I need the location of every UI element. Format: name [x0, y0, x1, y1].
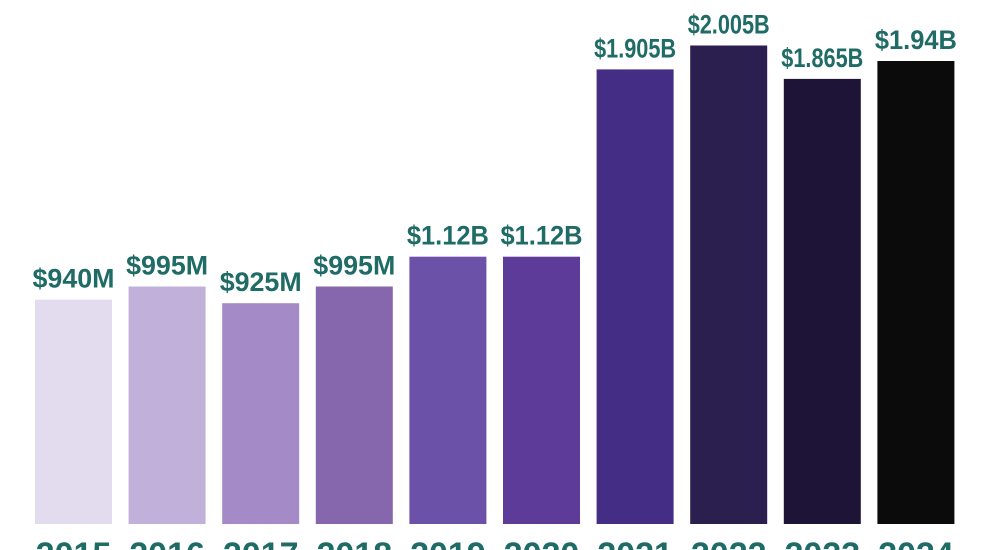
bar-2020 — [503, 256, 580, 524]
bars-layer — [35, 45, 955, 525]
year-label-2017: 2017 — [223, 536, 299, 550]
bar-2019 — [409, 256, 487, 524]
bar-2017 — [222, 303, 300, 524]
year-label-2022: 2022 — [691, 536, 767, 550]
year-label-2016: 2016 — [129, 536, 205, 550]
bar-2024 — [877, 61, 955, 524]
value-label-2021: $1.905B — [594, 33, 676, 63]
value-label-2024: $1.94B — [875, 25, 957, 55]
value-label-2016: $995M — [126, 251, 208, 281]
year-label-2024: 2024 — [878, 536, 954, 550]
year-label-2021: 2021 — [597, 536, 673, 550]
bar-2023 — [783, 78, 861, 525]
bar-2022 — [690, 45, 768, 524]
value-labels-layer: $940M $995M $925M $995M $1.12B $1.12B $1.905B $… — [33, 10, 957, 298]
year-label-2019: 2019 — [410, 536, 486, 550]
value-label-2017: $925M — [220, 267, 302, 297]
year-label-2015: 2015 — [36, 536, 112, 550]
value-label-2019: $1.12B — [407, 221, 489, 251]
bar-2015 — [35, 299, 112, 524]
year-label-2018: 2018 — [316, 536, 392, 550]
value-label-2020: $1.12B — [501, 221, 583, 251]
value-label-2022: $2.005B — [688, 10, 770, 40]
year-labels-layer: 2015 2016 2017 2018 2019 2020 2021 2022 2023 2024 — [36, 536, 954, 550]
year-label-2023: 2023 — [784, 536, 860, 550]
bar-2021 — [596, 69, 674, 525]
bar-2016 — [128, 286, 206, 524]
value-label-2023: $1.865B — [781, 43, 863, 73]
year-label-2020: 2020 — [504, 536, 580, 550]
value-label-2018: $995M — [313, 251, 395, 281]
bar-2018 — [315, 286, 393, 524]
value-label-2015: $940M — [33, 264, 115, 294]
